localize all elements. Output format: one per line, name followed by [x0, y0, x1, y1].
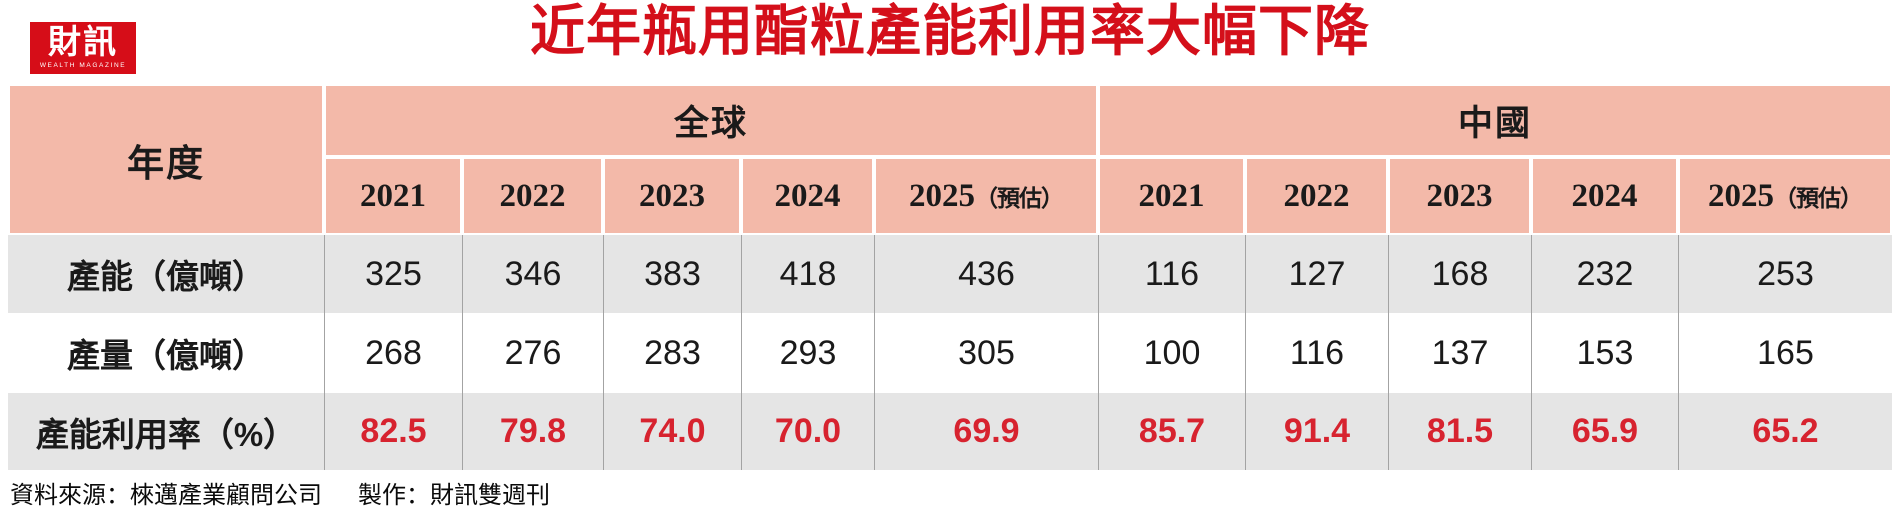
utilization-china-2023: 81.5: [1388, 393, 1531, 470]
year-label: 2021: [1138, 177, 1205, 214]
capacity-china-2022: 127: [1245, 235, 1388, 313]
utilization-global-2025: 69.9: [874, 393, 1098, 470]
production-global-2021: 268: [324, 313, 462, 393]
year-label: 2024: [1571, 177, 1638, 214]
logo-subtitle: WEALTH MAGAZINE: [39, 62, 127, 69]
production-global-2022: 276: [462, 313, 603, 393]
year-label: 2022: [1283, 177, 1350, 214]
capacity-global-2024: 418: [741, 235, 874, 313]
capacity-china-2021: 116: [1098, 235, 1245, 313]
page-title: 近年瓶用酯粒產能利用率大幅下降: [529, 1, 1370, 62]
production-china-2023: 137: [1388, 313, 1531, 393]
capacity-utilization-table: 年度 全球 中國 2021 2022 2023 2024 2025 （預估） 20…: [8, 84, 1892, 470]
footer: 資料來源：棶邁產業顧問公司 製作：財訊雙週刊: [10, 481, 550, 511]
production-china-2024: 153: [1531, 313, 1678, 393]
year-suffix: （預估）: [975, 186, 1064, 211]
utilization-china-2021: 85.7: [1098, 393, 1245, 470]
production-global-2023: 283: [603, 313, 741, 393]
capacity-china-2025: 253: [1678, 235, 1892, 313]
year-label: 2023: [639, 177, 705, 214]
utilization-global-2024: 70.0: [741, 393, 874, 470]
year-suffix: （預估）: [1774, 186, 1863, 211]
row-label-capacity: 產能（億噸）: [8, 235, 324, 313]
production-china-2025: 165: [1678, 313, 1892, 393]
utilization-global-2022: 79.8: [462, 393, 603, 470]
utilization-china-2024: 65.9: [1531, 393, 1678, 470]
corner-header-label: 年度: [127, 143, 205, 185]
year-header-china-2023: 2023: [1388, 157, 1531, 235]
utilization-global-2021: 82.5: [324, 393, 462, 470]
credit-text: 製作：財訊雙週刊: [358, 482, 550, 509]
production-global-2024: 293: [741, 313, 874, 393]
wealth-magazine-logo: 財訊 WEALTH MAGAZINE: [30, 22, 136, 74]
year-header-china-2022: 2022: [1245, 157, 1388, 235]
year-header-china-2024: 2024: [1531, 157, 1678, 235]
utilization-china-2022: 91.4: [1245, 393, 1388, 470]
capacity-global-2022: 346: [462, 235, 603, 313]
group-header-global: 全球: [324, 84, 1098, 157]
group-header-china: 中國: [1098, 84, 1892, 157]
capacity-china-2024: 232: [1531, 235, 1678, 313]
year-header-global-2023: 2023: [603, 157, 741, 235]
year-header-china-2021: 2021: [1098, 157, 1245, 235]
year-header-china-2025-forecast: 2025 （預估）: [1678, 157, 1892, 235]
year-header-global-2024: 2024: [741, 157, 874, 235]
production-china-2021: 100: [1098, 313, 1245, 393]
production-china-2022: 116: [1245, 313, 1388, 393]
year-header-global-2022: 2022: [462, 157, 603, 235]
year-header-global-2021: 2021: [324, 157, 462, 235]
data-source-text: 資料來源：棶邁產業顧問公司: [10, 482, 322, 509]
capacity-global-2023: 383: [603, 235, 741, 313]
capacity-china-2023: 168: [1388, 235, 1531, 313]
logo-wordmark: 財訊: [48, 25, 118, 61]
row-label-production: 產量（億噸）: [8, 313, 324, 393]
row-label-utilization-rate: 產能利用率（%）: [8, 393, 324, 470]
year-header-global-2025-forecast: 2025 （預估）: [874, 157, 1098, 235]
year-label: 2022: [499, 177, 566, 214]
year-label: 2023: [1426, 177, 1493, 214]
group-header-global-label: 全球: [673, 104, 748, 143]
year-label: 2021: [360, 177, 426, 214]
group-header-china-label: 中國: [1457, 104, 1532, 143]
year-label: 2025: [909, 177, 975, 214]
year-label: 2025: [1708, 177, 1774, 214]
year-label: 2024: [774, 177, 841, 214]
utilization-china-2025: 65.2: [1678, 393, 1892, 470]
utilization-global-2023: 74.0: [603, 393, 741, 470]
production-global-2025: 305: [874, 313, 1098, 393]
capacity-global-2021: 325: [324, 235, 462, 313]
corner-header-year: 年度: [8, 84, 324, 235]
capacity-global-2025: 436: [874, 235, 1098, 313]
